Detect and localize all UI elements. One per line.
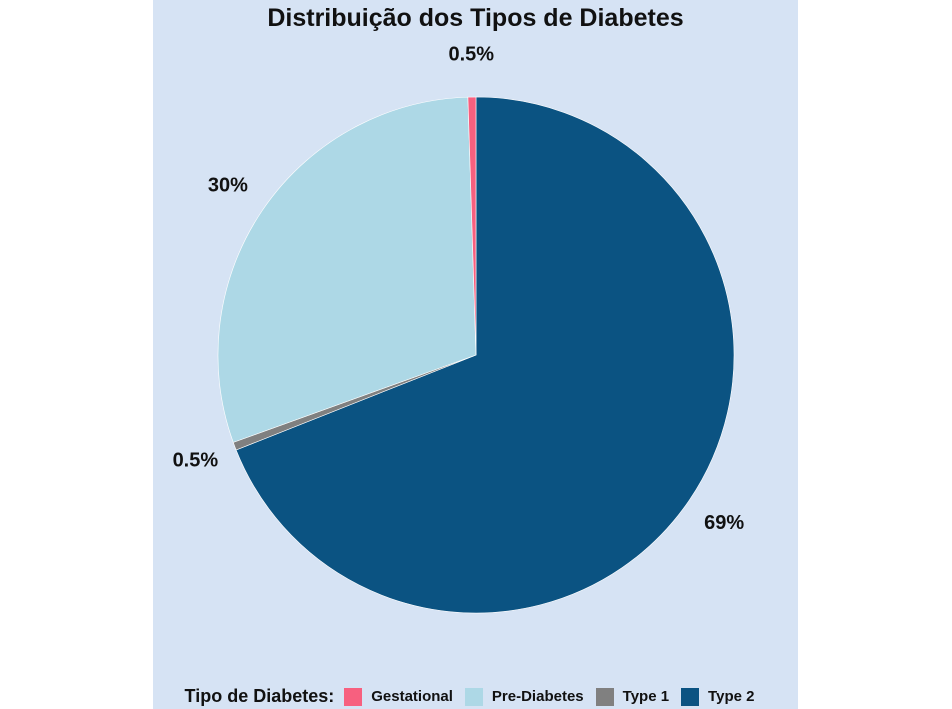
legend-label-gestational: Gestational <box>371 688 453 705</box>
slice-label-pre-diabetes: 30% <box>208 175 248 197</box>
legend-title: Tipo de Diabetes: <box>184 686 335 706</box>
legend-key-type-2 <box>681 687 700 706</box>
slice-label-type-2: 69% <box>704 512 744 534</box>
pie-slice-gestational <box>467 96 477 356</box>
pie-slice-type-2 <box>235 96 735 614</box>
legend-key-type-1 <box>595 687 614 706</box>
slice-label-gestational: 0.5% <box>448 43 494 65</box>
legend-item-type-1: Type 1 <box>595 687 670 706</box>
pie-labels: 69% 0.5% 30% 0.5% <box>173 43 745 534</box>
legend: Tipo de Diabetes: Gestational Pre-Diabet… <box>153 686 798 707</box>
legend-item-gestational: Gestational <box>344 687 453 706</box>
legend-key-gestational <box>344 687 363 706</box>
legend-key-pre-diabetes <box>464 687 483 706</box>
legend-label-pre-diabetes: Pre-Diabetes <box>491 688 584 705</box>
pie-slices <box>217 96 735 614</box>
legend-item-pre-diabetes: Pre-Diabetes <box>464 687 584 706</box>
chart-title: Distribuição dos Tipos de Diabetes <box>267 4 684 32</box>
slice-label-type-1: 0.5% <box>173 449 219 471</box>
legend-label-type-1: Type 1 <box>622 688 670 705</box>
legend-label-type-2: Type 2 <box>708 688 755 705</box>
pie-slice-pre-diabetes <box>217 96 477 443</box>
legend-item-type-2: Type 2 <box>681 687 755 706</box>
